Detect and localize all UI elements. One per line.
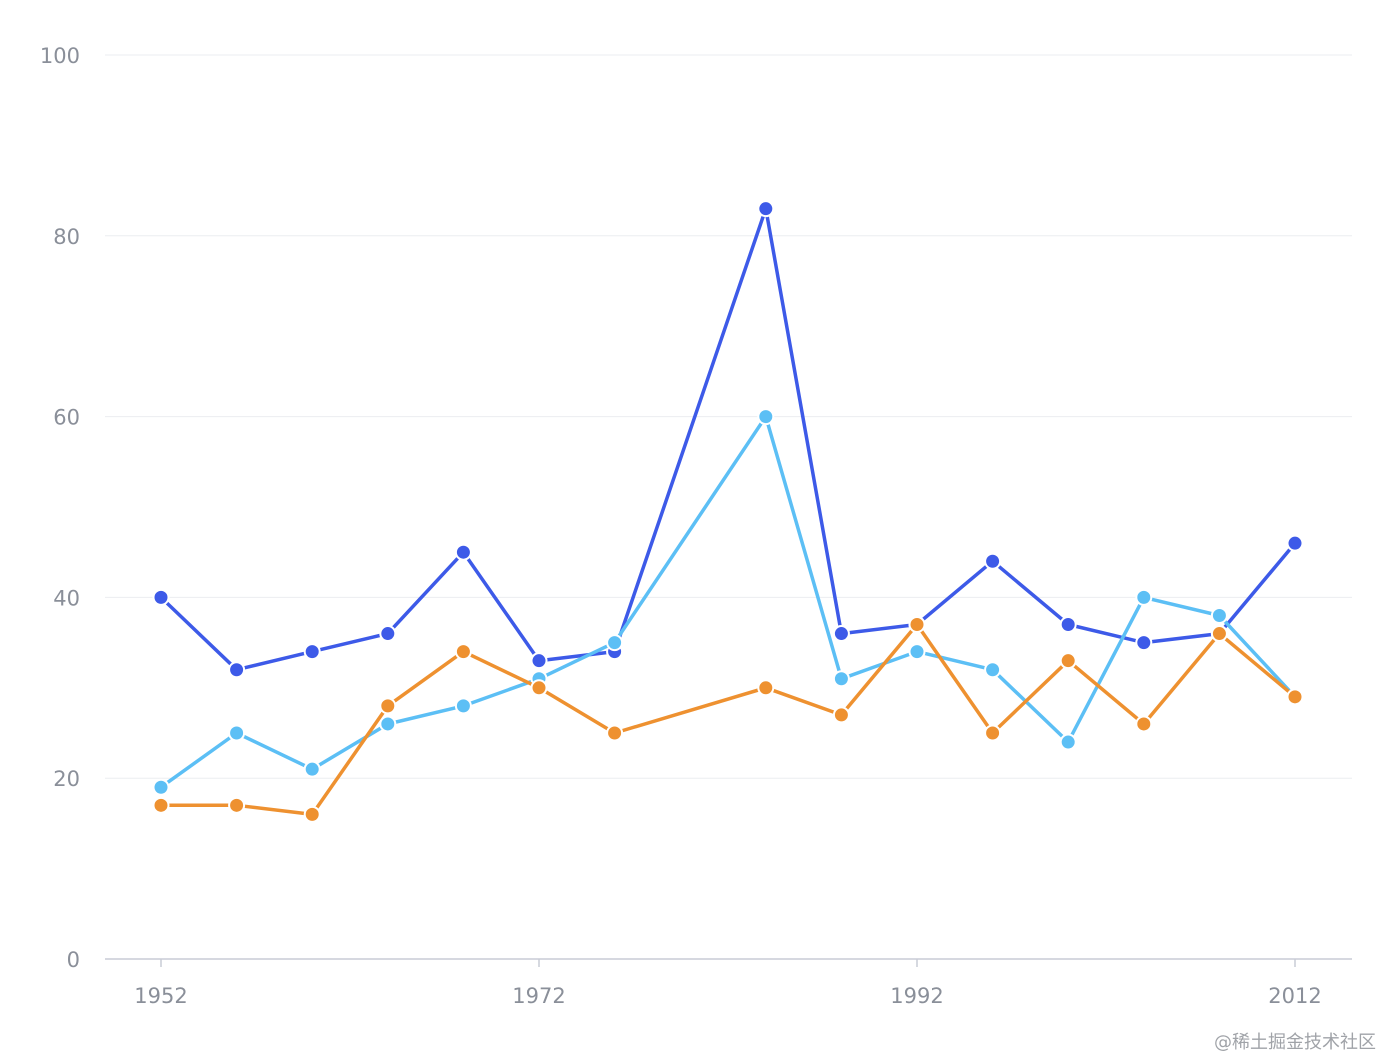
data-point[interactable] (908, 616, 926, 634)
y-tick-label: 40 (53, 586, 80, 610)
data-point[interactable] (303, 760, 321, 778)
data-point[interactable] (1286, 688, 1304, 706)
data-point[interactable] (606, 634, 624, 652)
y-tick-label: 60 (53, 406, 80, 430)
x-tick-label: 1992 (890, 984, 943, 1008)
data-point[interactable] (1059, 733, 1077, 751)
data-point[interactable] (1135, 715, 1153, 733)
data-point[interactable] (152, 778, 170, 796)
y-tick-label: 80 (53, 225, 80, 249)
data-point[interactable] (303, 643, 321, 661)
data-point[interactable] (1210, 606, 1228, 624)
series-line (159, 206, 1297, 672)
data-point[interactable] (1286, 534, 1304, 552)
data-point[interactable] (1059, 652, 1077, 670)
data-point[interactable] (379, 625, 397, 643)
data-point[interactable] (832, 706, 850, 724)
data-point[interactable] (454, 697, 472, 715)
data-point[interactable] (228, 796, 246, 814)
y-axis: 0 20 40 60 80 100 (40, 44, 80, 972)
data-point[interactable] (379, 697, 397, 715)
series-line (159, 414, 1297, 789)
series-2 (152, 408, 1304, 796)
data-point[interactable] (303, 805, 321, 823)
data-point[interactable] (984, 724, 1002, 742)
data-point[interactable] (379, 715, 397, 733)
y-tick-label: 100 (40, 44, 80, 68)
grid-lines (105, 54, 1352, 779)
data-point[interactable] (1210, 625, 1228, 643)
data-point[interactable] (228, 661, 246, 679)
data-point[interactable] (832, 670, 850, 688)
data-point[interactable] (152, 796, 170, 814)
x-tick-label: 1972 (512, 984, 565, 1008)
data-point[interactable] (454, 543, 472, 561)
data-point[interactable] (757, 679, 775, 697)
y-tick-label: 20 (53, 767, 80, 791)
data-point[interactable] (984, 661, 1002, 679)
data-point[interactable] (757, 200, 775, 218)
watermark: @稀土掘金技术社区 (1214, 1032, 1376, 1053)
x-axis: 1952 1972 1992 2012 (105, 958, 1352, 1008)
data-point[interactable] (984, 552, 1002, 570)
data-point[interactable] (530, 679, 548, 697)
data-point[interactable] (228, 724, 246, 742)
data-point[interactable] (832, 625, 850, 643)
data-point[interactable] (757, 408, 775, 426)
series-1 (152, 200, 1304, 679)
data-point[interactable] (1135, 588, 1153, 606)
series-layer (152, 200, 1304, 823)
x-tick-label: 1952 (134, 984, 187, 1008)
data-point[interactable] (606, 724, 624, 742)
data-point[interactable] (908, 643, 926, 661)
data-point[interactable] (1135, 634, 1153, 652)
data-point[interactable] (454, 643, 472, 661)
data-point[interactable] (530, 652, 548, 670)
data-point[interactable] (1059, 616, 1077, 634)
series-line (159, 622, 1297, 817)
y-tick-label: 0 (67, 948, 80, 972)
series-3 (152, 616, 1304, 823)
x-tick-label: 2012 (1268, 984, 1321, 1008)
data-point[interactable] (152, 588, 170, 606)
